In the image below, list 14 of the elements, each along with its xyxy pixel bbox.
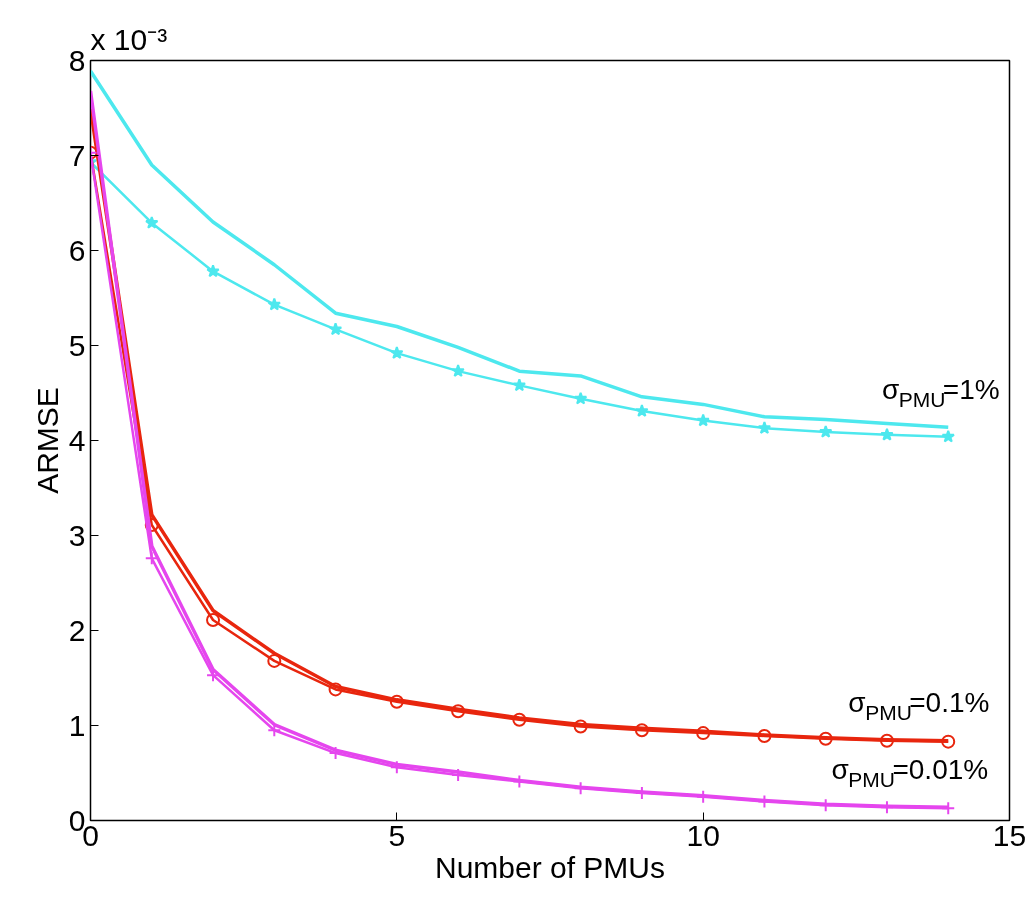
y-tick-label: 1 (68, 708, 86, 742)
y-tick-label: 3 (68, 518, 86, 552)
y-axis-title: ARMSE (30, 387, 64, 494)
y-tick-label: 5 (68, 328, 86, 362)
x-tick-label: 10 (686, 818, 720, 852)
y-tick-label: 7 (68, 138, 86, 172)
text: x 10⁻³ (90, 22, 168, 56)
x-tick-label: 5 (388, 818, 406, 852)
y-tick-label: 2 (68, 613, 86, 647)
y-tick-label: 6 (68, 233, 86, 267)
y-tick-label: 8 (68, 43, 86, 77)
y-tick-label: 4 (68, 423, 86, 457)
x-tick-label: 15 (992, 818, 1027, 852)
x-axis-title: Number of PMUs (434, 850, 666, 884)
